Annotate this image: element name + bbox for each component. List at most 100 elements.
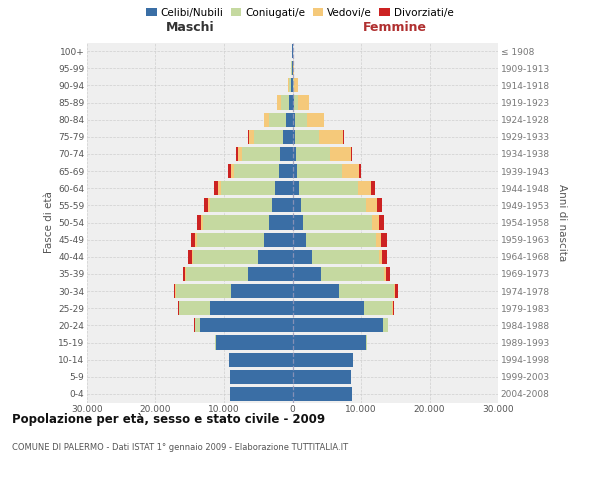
- Bar: [358, 181, 371, 195]
- Bar: [381, 232, 387, 246]
- Bar: [229, 352, 293, 366]
- Bar: [230, 370, 293, 384]
- Bar: [359, 164, 361, 178]
- Bar: [218, 181, 221, 195]
- Bar: [294, 78, 298, 92]
- Bar: [182, 267, 185, 281]
- Bar: [382, 250, 387, 264]
- Bar: [173, 284, 175, 298]
- Bar: [179, 301, 211, 315]
- Bar: [306, 232, 376, 246]
- Bar: [236, 147, 238, 161]
- Bar: [211, 198, 272, 212]
- Bar: [254, 130, 283, 144]
- Bar: [293, 130, 295, 144]
- Bar: [379, 216, 384, 230]
- Bar: [293, 181, 299, 195]
- Bar: [293, 112, 295, 126]
- Y-axis label: Fasce di età: Fasce di età: [44, 192, 54, 254]
- Bar: [175, 284, 176, 298]
- Bar: [321, 267, 384, 281]
- Bar: [187, 267, 248, 281]
- Bar: [272, 198, 293, 212]
- Bar: [293, 198, 301, 212]
- Bar: [211, 301, 293, 315]
- Bar: [293, 232, 306, 246]
- Bar: [234, 164, 279, 178]
- Bar: [293, 370, 352, 384]
- Bar: [264, 232, 293, 246]
- Bar: [295, 130, 319, 144]
- Bar: [295, 112, 307, 126]
- Bar: [293, 164, 297, 178]
- Bar: [286, 112, 293, 126]
- Bar: [288, 78, 289, 92]
- Bar: [293, 318, 383, 332]
- Bar: [293, 336, 367, 349]
- Bar: [293, 387, 352, 401]
- Bar: [319, 130, 343, 144]
- Bar: [242, 147, 280, 161]
- Bar: [339, 284, 394, 298]
- Bar: [311, 250, 379, 264]
- Bar: [197, 216, 202, 230]
- Bar: [248, 130, 254, 144]
- Bar: [208, 198, 211, 212]
- Bar: [188, 250, 192, 264]
- Bar: [386, 267, 390, 281]
- Bar: [203, 216, 269, 230]
- Bar: [384, 267, 386, 281]
- Bar: [298, 96, 308, 110]
- Bar: [351, 147, 352, 161]
- Bar: [191, 232, 195, 246]
- Bar: [238, 147, 242, 161]
- Bar: [292, 78, 293, 92]
- Bar: [371, 181, 375, 195]
- Bar: [231, 284, 293, 298]
- Bar: [289, 78, 292, 92]
- Bar: [304, 216, 372, 230]
- Bar: [297, 164, 342, 178]
- Bar: [221, 181, 275, 195]
- Bar: [197, 232, 264, 246]
- Bar: [277, 96, 281, 110]
- Text: Popolazione per età, sesso e stato civile - 2009: Popolazione per età, sesso e stato civil…: [12, 412, 325, 426]
- Bar: [269, 112, 286, 126]
- Text: Femmine: Femmine: [363, 20, 427, 34]
- Bar: [283, 130, 293, 144]
- Y-axis label: Anni di nascita: Anni di nascita: [557, 184, 567, 261]
- Bar: [275, 181, 293, 195]
- Bar: [395, 284, 398, 298]
- Bar: [342, 164, 359, 178]
- Bar: [178, 301, 179, 315]
- Bar: [289, 96, 293, 110]
- Bar: [293, 250, 311, 264]
- Bar: [394, 284, 395, 298]
- Bar: [230, 387, 293, 401]
- Bar: [192, 250, 193, 264]
- Bar: [293, 78, 294, 92]
- Bar: [293, 352, 353, 366]
- Bar: [299, 181, 358, 195]
- Bar: [279, 164, 293, 178]
- Bar: [258, 250, 293, 264]
- Bar: [269, 216, 293, 230]
- Bar: [293, 267, 321, 281]
- Bar: [204, 198, 208, 212]
- Bar: [215, 336, 216, 349]
- Bar: [367, 198, 377, 212]
- Text: Maschi: Maschi: [166, 20, 214, 34]
- Bar: [379, 250, 382, 264]
- Bar: [195, 232, 197, 246]
- Bar: [176, 284, 231, 298]
- Bar: [330, 147, 351, 161]
- Bar: [392, 301, 394, 315]
- Bar: [293, 147, 296, 161]
- Bar: [193, 250, 258, 264]
- Bar: [280, 147, 293, 161]
- Bar: [293, 216, 304, 230]
- Bar: [377, 198, 382, 212]
- Bar: [372, 216, 379, 230]
- Bar: [293, 284, 339, 298]
- Bar: [376, 232, 381, 246]
